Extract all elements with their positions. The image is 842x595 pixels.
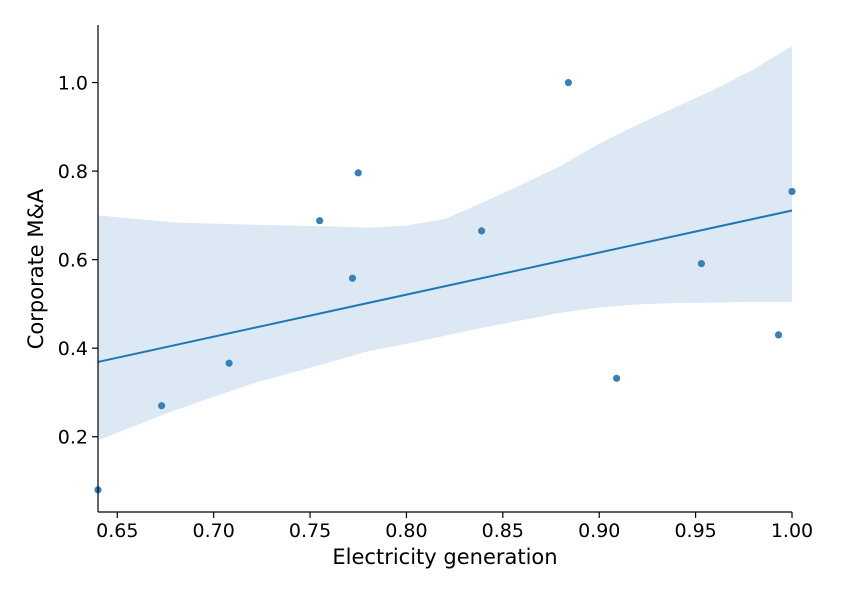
data-point bbox=[788, 187, 796, 196]
x-ticks: 0.65 0.70 0.75 0.80 0.85 0.90 0.95 1.00 bbox=[96, 512, 813, 542]
x-tick-label: 0.75 bbox=[289, 520, 331, 542]
x-tick-label: 0.80 bbox=[385, 520, 427, 542]
x-tick-label: 0.65 bbox=[96, 520, 138, 542]
x-tick-label: 0.70 bbox=[193, 520, 235, 542]
confidence-band bbox=[98, 46, 792, 441]
x-tick-label: 0.85 bbox=[482, 520, 524, 542]
y-tick-label: 0.2 bbox=[58, 427, 88, 449]
y-axis-label: Corporate M&A bbox=[24, 188, 48, 349]
data-point bbox=[348, 274, 357, 282]
x-axis-label: Electricity generation bbox=[332, 545, 557, 569]
data-point bbox=[354, 169, 362, 177]
regression-line-layer bbox=[97, 209, 793, 363]
regression-line bbox=[97, 209, 793, 363]
data-point bbox=[774, 331, 783, 339]
y-tick-label: 1.0 bbox=[58, 73, 88, 95]
data-points-layer bbox=[94, 78, 796, 494]
data-point bbox=[158, 402, 166, 410]
data-point bbox=[478, 227, 486, 235]
x-tick-label: 0.90 bbox=[578, 520, 620, 542]
data-point bbox=[564, 78, 572, 87]
y-ticks: 0.2 0.4 0.6 0.8 1.0 bbox=[58, 73, 98, 449]
y-tick-label: 0.8 bbox=[58, 161, 88, 183]
data-point bbox=[697, 260, 705, 268]
y-tick-label: 0.4 bbox=[58, 338, 88, 360]
data-point bbox=[316, 217, 324, 225]
confidence-band-layer bbox=[98, 46, 792, 441]
x-tick-label: 0.95 bbox=[674, 520, 716, 542]
x-tick-label: 1.00 bbox=[771, 520, 813, 542]
data-point bbox=[612, 374, 621, 382]
y-tick-label: 0.6 bbox=[58, 250, 88, 272]
data-point bbox=[225, 359, 233, 367]
